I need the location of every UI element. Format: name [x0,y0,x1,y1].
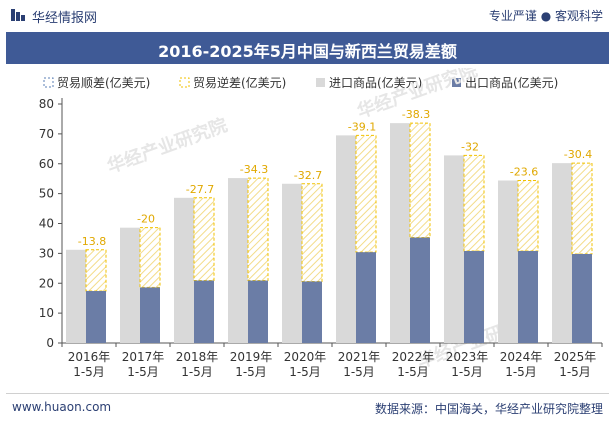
deficit-bar [355,134,377,253]
import-bar [444,155,464,343]
title-bar: 2016-2025年5月中国与新西兰贸易差额 [6,32,609,64]
x-category-label: 1-5月 [289,365,321,379]
x-category-label: 2020年 [284,350,327,364]
import-bar [120,227,140,343]
export-bar [356,252,376,343]
y-tick-label: 40 [39,217,54,231]
deficit-bar [193,197,215,282]
y-tick-label: 70 [39,127,54,141]
y-tick-label: 80 [39,97,54,111]
export-bar [302,281,322,343]
x-category-label: 1-5月 [559,365,591,379]
x-category-label: 1-5月 [397,365,429,379]
y-tick-label: 50 [39,187,54,201]
chart: 贸易顺差(亿美元) 贸易逆差(亿美元) 进口商品(亿美元) 出口商品(亿美元) 华经产… [39,68,603,379]
deficit-bar [463,154,485,252]
chart-bars [66,122,593,343]
chart-labels: -13.82016年1-5月-202017年1-5月-27.72018年1-5月… [68,108,597,379]
y-tick-label: 30 [39,246,54,260]
deficit-bar [139,227,161,288]
deficit-value-label: -13.8 [78,235,106,248]
footer-divider [6,393,609,394]
x-category-label: 2022年 [392,350,435,364]
deficit-bar [409,122,431,239]
y-tick-label: 0 [46,336,54,350]
legend-swatch-export [452,78,461,87]
footer-source: 数据来源：中国海关，华经产业研究院整理 [374,402,603,416]
brand-tagline: 专业严谨 ● 客观科学 [488,9,603,23]
x-category-label: 2021年 [338,350,381,364]
y-tick-label: 10 [39,306,54,320]
x-category-label: 1-5月 [451,365,483,379]
legend-label: 贸易顺差(亿美元) [57,75,150,90]
export-bar [464,250,484,343]
deficit-value-label: -23.6 [510,165,538,178]
legend-swatch-surplus [43,77,54,88]
import-bar [228,178,248,343]
legend-label: 出口商品(亿美元) [465,75,558,90]
x-category-label: 1-5月 [127,365,159,379]
deficit-bar [301,183,323,282]
deficit-value-label: -39.1 [348,120,376,133]
deficit-bar [517,179,539,252]
x-category-label: 2019年 [230,350,273,364]
deficit-value-label: -32 [461,140,479,153]
x-category-label: 2018年 [176,350,219,364]
x-category-label: 1-5月 [505,365,537,379]
deficit-value-label: -34.3 [240,163,268,176]
import-bar [66,249,86,343]
legend-swatch-deficit [179,77,190,88]
x-category-label: 1-5月 [235,365,267,379]
x-category-label: 1-5月 [181,365,213,379]
legend-label: 贸易逆差(亿美元) [193,75,286,90]
import-bar [336,135,356,343]
chart-title: 2016-2025年5月中国与新西兰贸易差额 [158,42,457,61]
x-category-label: 2023年 [446,350,489,364]
brand-name: 华经情报网 [32,11,98,26]
header-bar: 华经情报网 专业严谨 ● 客观科学 [0,0,615,30]
export-bar [86,291,106,343]
import-bar [174,197,194,343]
deficit-value-label: -30.4 [564,148,592,161]
deficit-value-label: -38.3 [402,108,430,121]
export-bar [572,253,592,343]
import-bar [390,123,410,343]
x-category-label: 2016年 [68,350,111,364]
legend-label: 进口商品(亿美元) [329,75,422,90]
deficit-bar [85,249,107,292]
export-bar [248,280,268,343]
export-bar [140,287,160,343]
huajing-logo-icon [11,9,25,21]
x-category-label: 2025年 [554,350,597,364]
import-bar [552,163,572,343]
import-bar [498,180,518,343]
legend-swatch-import [316,78,325,87]
deficit-value-label: -20 [137,213,155,226]
y-tick-label: 20 [39,276,54,290]
deficit-bar [571,162,593,255]
import-bar [282,183,302,343]
export-bar [194,280,214,343]
x-category-label: 1-5月 [73,365,105,379]
export-bar [518,250,538,343]
x-category-label: 2024年 [500,350,543,364]
chart-legend: 贸易顺差(亿美元) 贸易逆差(亿美元) 进口商品(亿美元) 出口商品(亿美元) [43,75,558,90]
watermark-text: 华经产业研究院 [104,114,230,178]
x-category-label: 1-5月 [343,365,375,379]
deficit-value-label: -32.7 [294,169,322,182]
export-bar [410,237,430,343]
x-category-label: 2017年 [122,350,165,364]
deficit-value-label: -27.7 [186,183,214,196]
deficit-bar [247,177,269,282]
y-tick-label: 60 [39,157,54,171]
footer-website: www.huaon.com [12,400,112,414]
